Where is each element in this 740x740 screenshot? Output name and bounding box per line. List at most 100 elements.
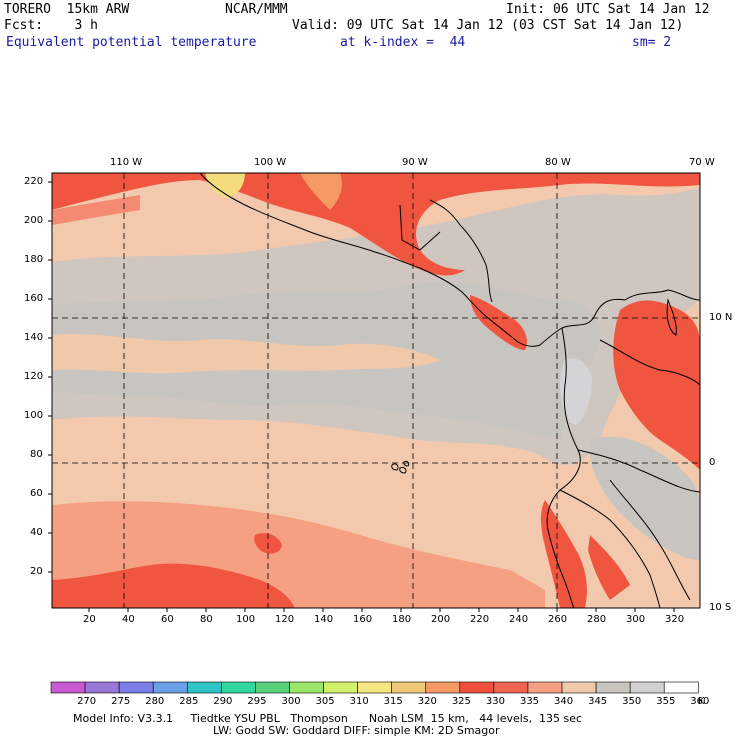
y-tick-label: 140 <box>24 332 44 343</box>
colorbar-label: 310 <box>349 696 369 707</box>
colorbar-swatch <box>561 681 597 694</box>
x-tick-label: 160 <box>353 614 373 625</box>
x-tick-label: 140 <box>314 614 334 625</box>
x-tick-label: 200 <box>431 614 451 625</box>
colorbar-swatch <box>255 681 290 694</box>
border-interior-4 <box>559 489 661 609</box>
forecast-hour: Fcst: 3 h <box>4 18 98 33</box>
colorbar-label: 280 <box>145 696 165 707</box>
colorbar-label: 320 <box>417 696 437 707</box>
lon-label-90w: 90 W <box>402 157 428 168</box>
galapagos-2 <box>399 467 407 474</box>
y-tick-label: 200 <box>24 215 44 226</box>
x-tick-label: 40 <box>122 614 135 625</box>
field-name: Equivalent potential temperature <box>6 35 257 50</box>
model-title: TORERO 15km ARW <box>4 2 130 17</box>
border-guatemala <box>399 204 441 251</box>
x-tick-label: 120 <box>275 614 295 625</box>
field-light-patch <box>52 333 440 374</box>
colorbar-swatch <box>629 681 665 694</box>
x-tick-label: 220 <box>470 614 490 625</box>
colorbar-swatch <box>527 681 563 694</box>
y-tick-label: 160 <box>24 293 44 304</box>
colorbar-swatch <box>221 681 256 694</box>
y-tick-label: 220 <box>24 176 44 187</box>
model-info-line1: Model Info: V3.3.1 Tiedtke YSU PBL Thomp… <box>73 712 583 725</box>
lat-lon-grid <box>52 173 700 608</box>
colorbar-swatch <box>493 681 529 694</box>
colorbar-label: 340 <box>554 696 574 707</box>
field-band-330-south <box>52 563 295 608</box>
colorbar-label: 360 <box>690 696 710 707</box>
x-tick-label: 20 <box>83 614 96 625</box>
x-tick-label: 280 <box>587 614 607 625</box>
lat-label-10s: 10 S <box>709 602 732 613</box>
galapagos-3 <box>403 460 410 467</box>
colorbar-swatch <box>595 681 631 694</box>
x-tick-label: 60 <box>161 614 174 625</box>
lon-label-100w: 100 W <box>254 157 287 168</box>
field-band-325-patch <box>300 173 342 210</box>
colorbar-label: 355 <box>656 696 676 707</box>
colorbar-swatch <box>391 681 427 694</box>
y-tick-label: 100 <box>24 410 44 421</box>
valid-time: Valid: 09 UTC Sat 14 Jan 12 (03 CST Sat … <box>292 18 684 33</box>
x-tick-label: 180 <box>392 614 412 625</box>
colorbar <box>50 681 699 694</box>
colorbar-label: 345 <box>588 696 608 707</box>
init-time: Init: 06 UTC Sat 14 Jan 12 <box>506 2 710 17</box>
colorbar-swatch <box>323 681 358 694</box>
coastline-central-america <box>419 267 563 347</box>
lon-label-80w: 80 W <box>545 157 571 168</box>
colorbar-label: 335 <box>519 696 540 707</box>
field-band-330-peru <box>540 500 587 608</box>
field-band-330-north <box>52 173 700 276</box>
coastline-caribbean <box>429 199 493 303</box>
field-band-350-amazon <box>589 436 700 560</box>
colorbar-swatch <box>459 681 495 694</box>
y-tick-label: 40 <box>30 527 43 538</box>
colorbar-swatch <box>50 681 86 694</box>
border-interior-2 <box>577 449 701 493</box>
colorbar-label: 330 <box>485 696 505 707</box>
colorbar-label: 325 <box>451 696 471 707</box>
colorbar-swatch <box>663 681 699 694</box>
colorbar-swatch <box>357 681 392 694</box>
colorbar-label: 275 <box>111 696 131 707</box>
coastline-mexico <box>199 172 421 269</box>
coastlines <box>199 172 701 609</box>
lat-label-equator: 0 <box>709 457 716 468</box>
colorbar-swatch <box>425 681 461 694</box>
field-band-320-patch <box>205 173 245 198</box>
x-tick-label: 240 <box>509 614 529 625</box>
y-tick-label: 180 <box>24 254 44 265</box>
y-tick-label: 120 <box>24 371 44 382</box>
x-tick-label: 320 <box>665 614 685 625</box>
colorbar-unit: K <box>698 696 705 707</box>
colorbar-label: 315 <box>383 696 403 707</box>
field-band-330-east <box>588 535 630 600</box>
colorbar-swatch <box>118 681 154 694</box>
lon-label-70w: 70 W <box>689 157 715 168</box>
x-tick-label: 300 <box>626 614 646 625</box>
colorbar-label: 300 <box>281 696 301 707</box>
model-info-line2: LW: Godd SW: Goddard DIFF: simple KM: 2D… <box>213 724 500 737</box>
galapagos-1 <box>391 463 399 471</box>
y-tick-label: 20 <box>30 566 43 577</box>
colorbar-label: 290 <box>213 696 233 707</box>
x-tick-label: 260 <box>548 614 568 625</box>
colorbar-swatch <box>289 681 324 694</box>
colorbar-label: 270 <box>77 696 97 707</box>
level-label: at k-index = 44 <box>340 35 466 50</box>
border-interior-1 <box>599 339 701 386</box>
field-band-330-central-america <box>470 295 527 350</box>
lon-label-110w: 110 W <box>110 157 143 168</box>
org-title: NCAR/MMM <box>225 2 288 17</box>
colorbar-swatch <box>152 681 188 694</box>
y-tick-label: 60 <box>30 488 43 499</box>
colorbar-swatch <box>186 681 222 694</box>
border-interior-3 <box>609 479 691 601</box>
field-band-335-tail <box>52 195 140 225</box>
colorbar-label: 305 <box>315 696 335 707</box>
